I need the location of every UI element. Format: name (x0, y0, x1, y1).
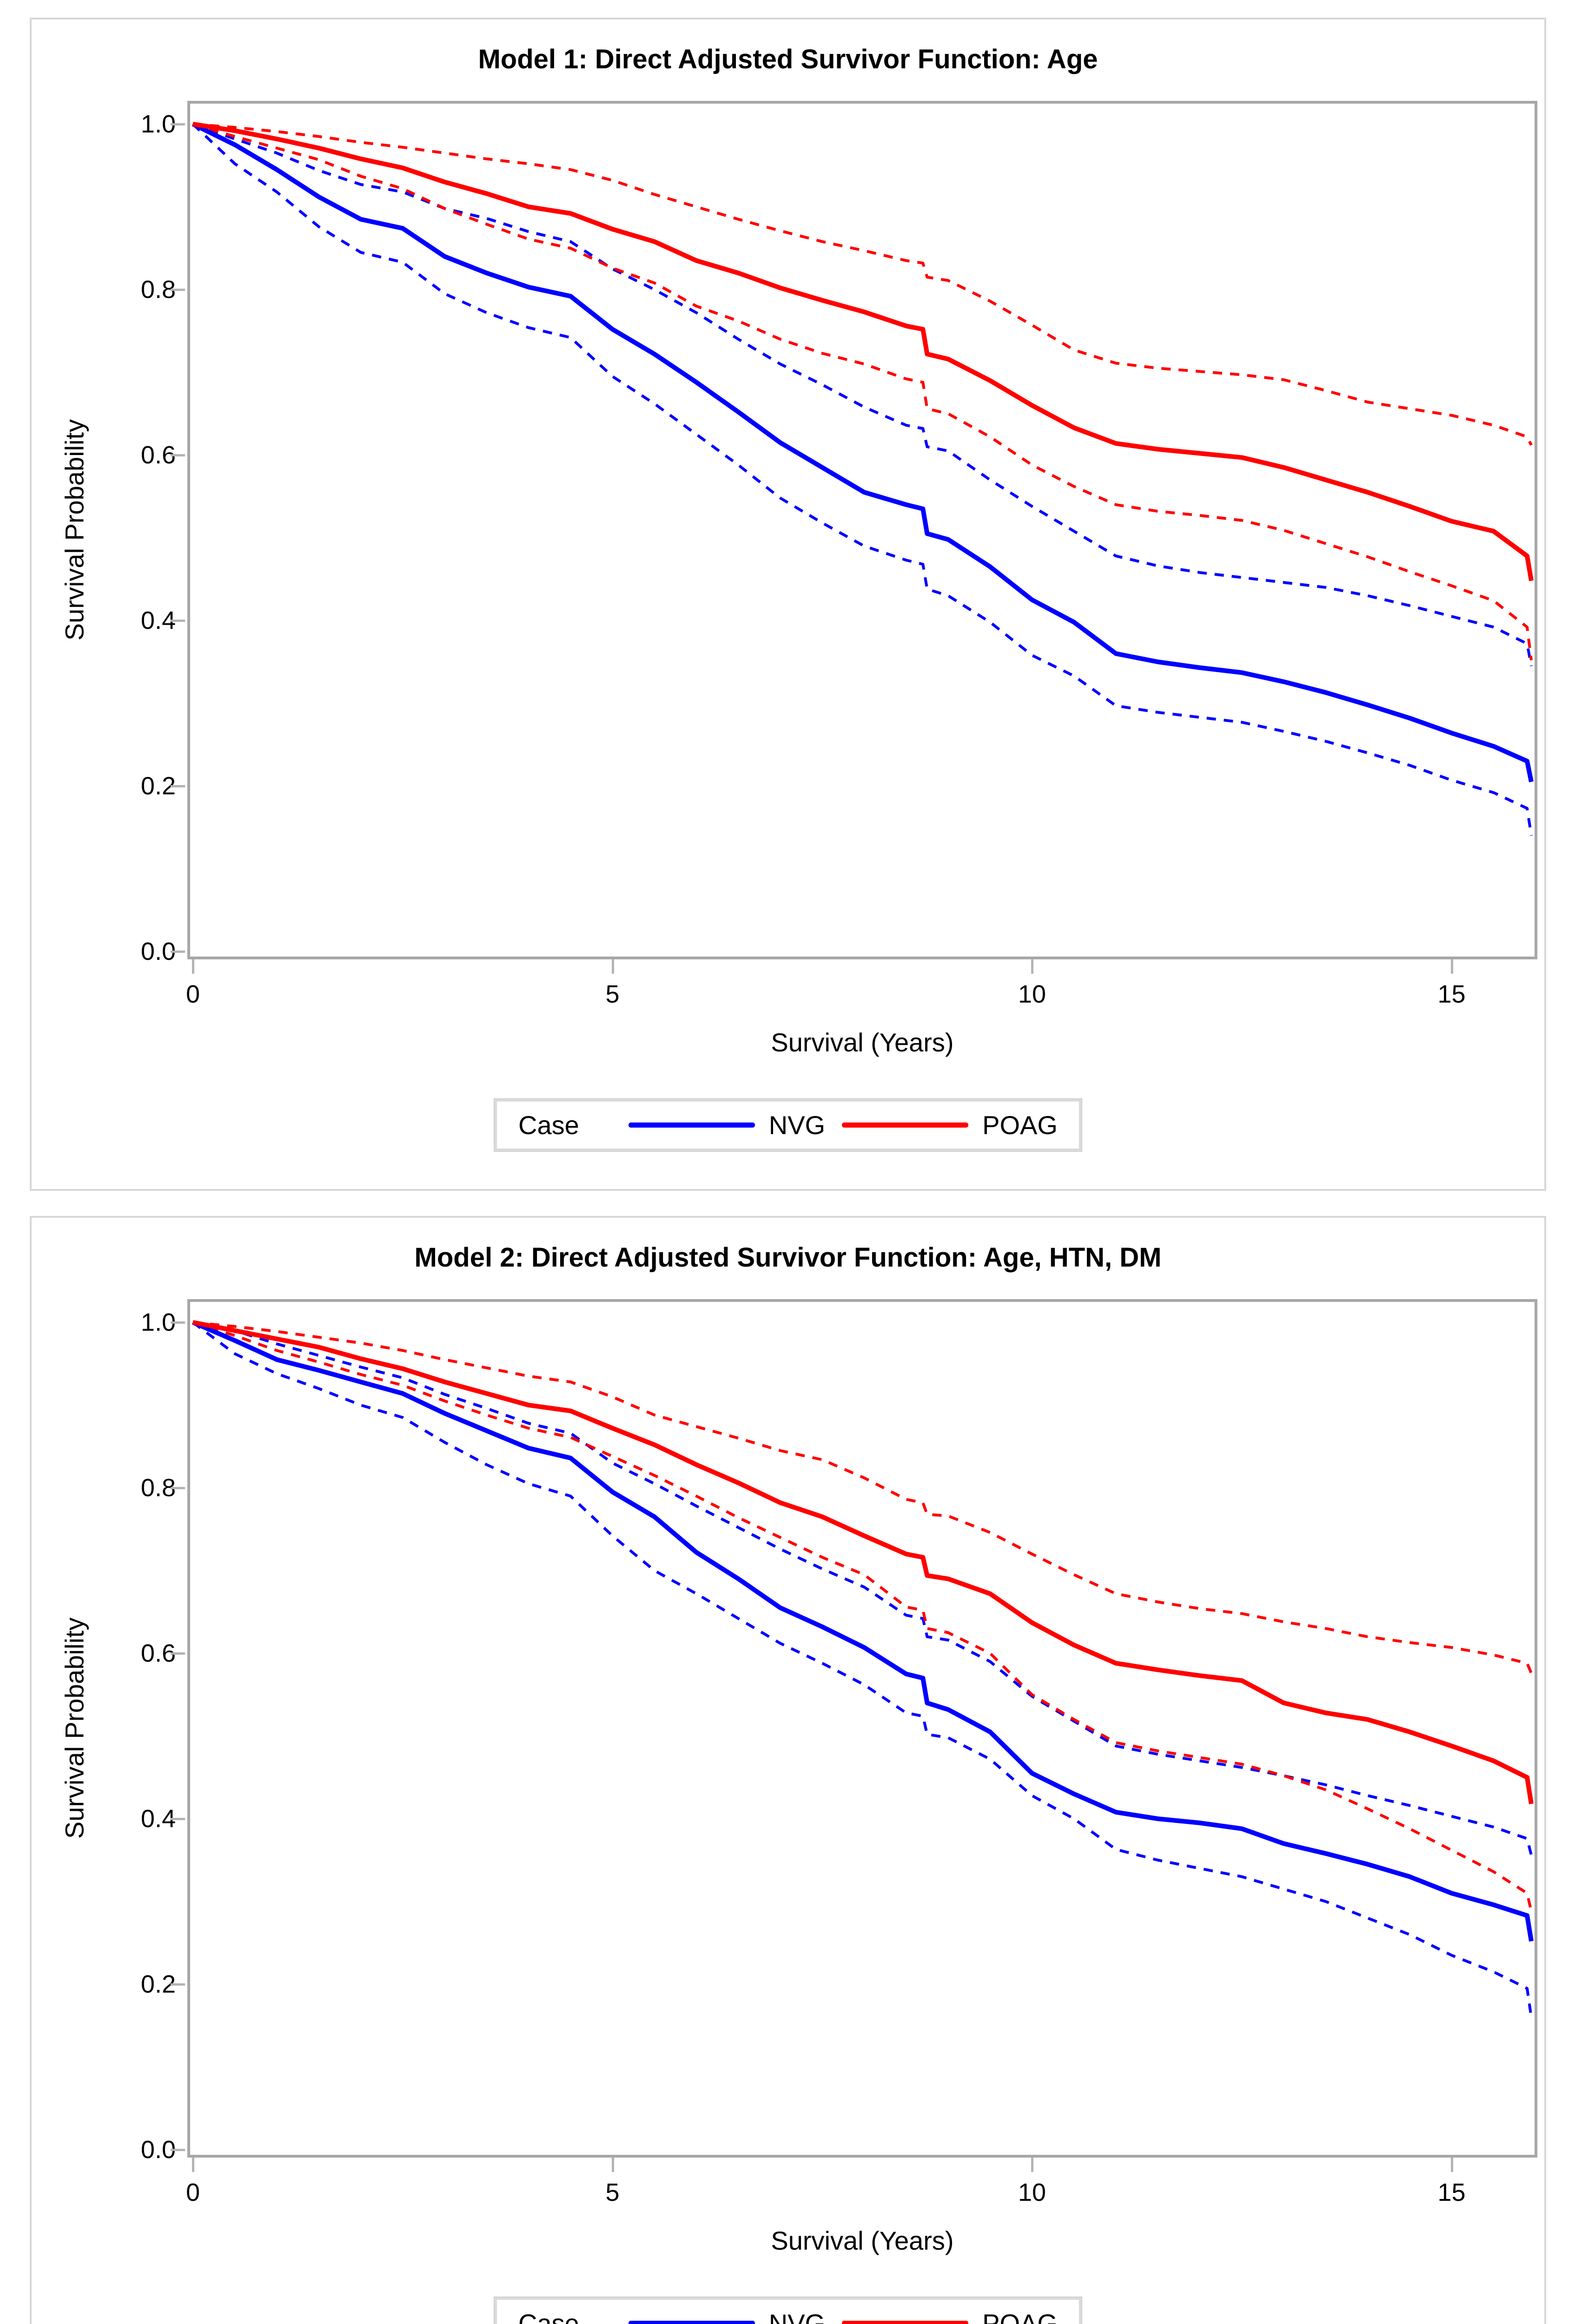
chart-title: Model 2: Direct Adjusted Survivor Functi… (414, 1242, 1162, 1273)
y-tick-label: 0.2 (140, 1970, 176, 1998)
figure-model-1: Model 1: Direct Adjusted Survivor Functi… (30, 18, 1546, 1191)
x-tick-label: 10 (1018, 2179, 1046, 2206)
x-tick-label: 5 (605, 980, 620, 1008)
y-tick-mark (171, 785, 185, 787)
x-tick-label: 10 (1018, 980, 1046, 1008)
x-tick-label: 15 (1437, 2179, 1466, 2206)
y-tick-mark (171, 1818, 185, 1820)
curve-nvg (192, 1320, 1534, 1942)
legend-entry-nvg: NVG (628, 1110, 826, 1140)
legend-entry-nvg: NVG (628, 2308, 826, 2324)
x-tick-mark (611, 2158, 614, 2172)
x-tick-mark (1031, 2158, 1033, 2172)
y-tick-mark (171, 1487, 185, 1489)
legend-entry-poag: POAG (842, 2308, 1058, 2324)
plot-frame (187, 101, 1537, 959)
y-tick-mark (171, 951, 185, 953)
x-axis-title: Survival (Years) (771, 2226, 954, 2255)
plot-area (187, 101, 1537, 959)
curve-poag (192, 1320, 1534, 1804)
legend-entry-label: NVG (768, 1110, 826, 1140)
y-tick-label: 0.4 (140, 1805, 176, 1833)
curve-nvg-lower-95-cl (192, 1321, 1533, 2018)
curve-nvg-upper-95-cl (192, 123, 1533, 667)
legend-title: Case (518, 1110, 579, 1140)
y-tick-mark (171, 289, 185, 291)
poag-line-swatch (842, 1122, 969, 1128)
x-tick-label: 0 (185, 980, 200, 1008)
plot-frame (187, 1299, 1537, 2158)
y-tick-label: 0.4 (140, 607, 176, 634)
y-tick-label: 1.0 (140, 110, 176, 138)
plot-area (187, 1299, 1537, 2158)
y-tick-mark (171, 620, 185, 622)
x-tick-mark (611, 959, 614, 974)
y-tick-mark (171, 1983, 185, 1986)
nvg-line-swatch (628, 2321, 755, 2324)
y-tick-label: 0.0 (140, 938, 176, 965)
legend: Case NVG POAG (32, 2297, 1544, 2324)
curve-nvg-upper-95-cl (192, 1321, 1533, 1856)
y-tick-label: 0.6 (140, 1639, 176, 1667)
x-tick-label: 0 (185, 2179, 200, 2206)
curve-poag-lower-95-cl (192, 123, 1533, 660)
curve-poag (192, 122, 1534, 581)
curve-poag-upper-95-cl (192, 1321, 1533, 1674)
figure-model-2: Model 2: Direct Adjusted Survivor Functi… (30, 1216, 1546, 2324)
legend-box: Case NVG POAG (494, 2297, 1082, 2324)
x-tick-mark (1450, 2158, 1453, 2172)
legend-entry-label: NVG (768, 2309, 826, 2324)
x-tick-label: 15 (1437, 980, 1466, 1008)
x-axis-title: Survival (Years) (771, 1028, 954, 1057)
x-tick-mark (192, 959, 194, 974)
y-tick-mark (171, 454, 185, 456)
y-tick-label: 1.0 (140, 1308, 176, 1336)
legend-entry-label: POAG (982, 1110, 1058, 1140)
y-tick-mark (171, 123, 185, 125)
y-tick-label: 0.6 (140, 441, 176, 469)
y-tick-label: 0.2 (140, 772, 176, 800)
legend-entry-poag: POAG (842, 1110, 1058, 1140)
legend-box: Case NVG POAG (494, 1098, 1082, 1152)
y-tick-mark (171, 2149, 185, 2151)
poag-line-swatch (842, 2321, 969, 2324)
chart-title: Model 1: Direct Adjusted Survivor Functi… (478, 44, 1098, 74)
y-tick-mark (171, 1652, 185, 1655)
y-tick-label: 0.0 (140, 2136, 176, 2164)
x-tick-label: 5 (605, 2179, 620, 2206)
y-tick-label: 0.8 (140, 1474, 176, 1502)
y-tick-mark (171, 1321, 185, 1324)
curve-nvg (192, 122, 1534, 783)
nvg-line-swatch (628, 1122, 755, 1128)
curve-poag-upper-95-cl (192, 123, 1533, 446)
x-tick-mark (192, 2158, 194, 2172)
curve-poag-lower-95-cl (192, 1321, 1533, 1912)
legend-title: Case (518, 2309, 579, 2324)
curve-nvg-lower-95-cl (192, 123, 1533, 836)
legend: Case NVG POAG (32, 1098, 1544, 1152)
x-tick-mark (1450, 959, 1453, 974)
x-tick-mark (1031, 959, 1033, 974)
legend-entry-label: POAG (982, 2309, 1058, 2324)
y-tick-label: 0.8 (140, 276, 176, 304)
